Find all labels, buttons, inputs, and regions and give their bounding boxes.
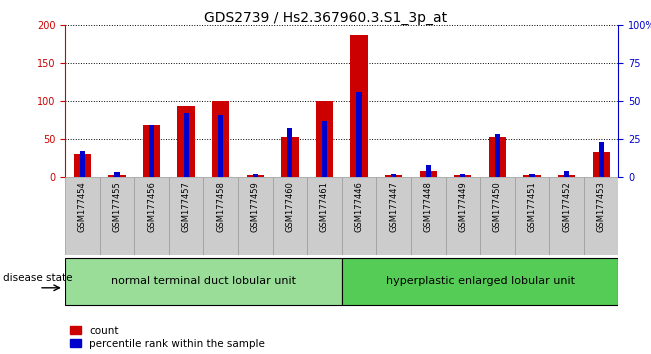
Bar (316, 101, 333, 177)
Bar (460, 174, 465, 177)
Text: GSM177455: GSM177455 (113, 181, 122, 232)
Text: GSM177461: GSM177461 (320, 181, 329, 232)
Text: GSM177457: GSM177457 (182, 181, 191, 232)
Bar (238, 177, 273, 255)
Bar (203, 177, 238, 255)
Bar (350, 35, 368, 177)
Bar (247, 176, 264, 177)
Text: GSM177448: GSM177448 (424, 181, 433, 232)
Bar (549, 177, 584, 255)
Bar (342, 258, 618, 305)
Bar (65, 177, 100, 255)
Bar (420, 171, 437, 177)
Text: GSM177450: GSM177450 (493, 181, 502, 232)
Bar (376, 177, 411, 255)
Bar (108, 176, 126, 177)
Bar (218, 115, 223, 177)
Bar (529, 174, 534, 177)
Text: GSM177456: GSM177456 (147, 181, 156, 232)
Bar (134, 177, 169, 255)
Bar (80, 151, 85, 177)
Bar (287, 128, 292, 177)
Text: GSM177454: GSM177454 (78, 181, 87, 232)
Text: GSM177458: GSM177458 (216, 181, 225, 232)
Bar (184, 113, 189, 177)
Text: GSM177451: GSM177451 (527, 181, 536, 232)
Bar (212, 101, 229, 177)
Bar (495, 135, 500, 177)
Bar (523, 176, 540, 177)
Bar (584, 177, 618, 255)
Text: GSM177452: GSM177452 (562, 181, 571, 232)
Text: disease state: disease state (3, 273, 73, 283)
Bar (307, 177, 342, 255)
Bar (281, 137, 299, 177)
Bar (391, 174, 396, 177)
Bar (253, 174, 258, 177)
Bar (489, 137, 506, 177)
Bar (115, 172, 120, 177)
Bar (426, 165, 431, 177)
Bar (385, 176, 402, 177)
Text: GDS2739 / Hs2.367960.3.S1_3p_at: GDS2739 / Hs2.367960.3.S1_3p_at (204, 11, 447, 25)
Bar (178, 106, 195, 177)
Bar (65, 258, 342, 305)
Text: GSM177446: GSM177446 (355, 181, 363, 232)
Bar (564, 171, 569, 177)
Bar (411, 177, 445, 255)
Bar (273, 177, 307, 255)
Text: GSM177459: GSM177459 (251, 181, 260, 232)
Bar (143, 125, 160, 177)
Bar (100, 177, 134, 255)
Bar (598, 142, 603, 177)
Text: GSM177449: GSM177449 (458, 181, 467, 232)
Text: GSM177460: GSM177460 (285, 181, 294, 232)
Bar (149, 125, 154, 177)
Bar (454, 175, 471, 177)
Bar (74, 154, 91, 177)
Text: GSM177453: GSM177453 (597, 181, 605, 232)
Bar (592, 152, 610, 177)
Bar (357, 92, 362, 177)
Bar (342, 177, 376, 255)
Text: normal terminal duct lobular unit: normal terminal duct lobular unit (111, 276, 296, 286)
Bar (515, 177, 549, 255)
Bar (480, 177, 515, 255)
Text: GSM177447: GSM177447 (389, 181, 398, 232)
Bar (558, 176, 575, 177)
Bar (322, 121, 327, 177)
Bar (169, 177, 203, 255)
Text: hyperplastic enlarged lobular unit: hyperplastic enlarged lobular unit (385, 276, 575, 286)
Legend: count, percentile rank within the sample: count, percentile rank within the sample (70, 326, 265, 349)
Bar (445, 177, 480, 255)
